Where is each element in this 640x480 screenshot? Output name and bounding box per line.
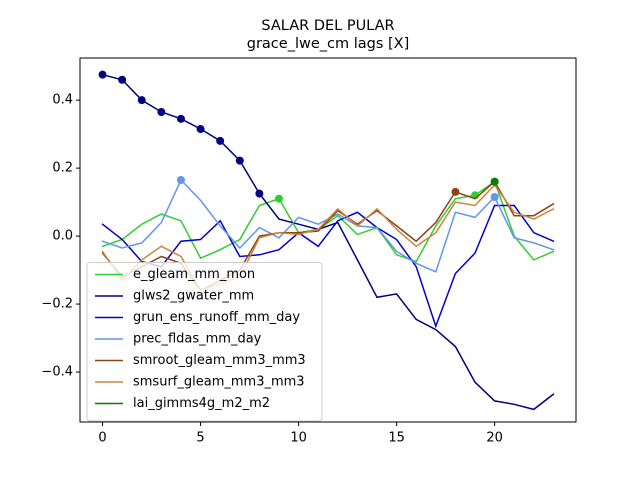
y-tick-label: 0.2 (52, 161, 73, 176)
legend-label: prec_fldas_mm_day (133, 332, 262, 347)
chart-title: SALAR DEL PULAR (261, 18, 394, 34)
series-line (101, 183, 555, 292)
x-tick-label: 0 (98, 431, 106, 446)
legend-label: glws2_gwater_mm (133, 289, 254, 304)
x-tick-label: 10 (290, 431, 307, 446)
legend-label: smsurf_gleam_mm3_mm3 (133, 375, 305, 390)
series-marker (235, 156, 244, 165)
series-marker (196, 125, 205, 134)
series-marker (451, 187, 460, 196)
legend-label: smroot_gleam_mm3_mm3 (133, 353, 306, 368)
y-tick-label: −0.2 (41, 297, 73, 312)
series-marker (157, 108, 166, 117)
series-marker (274, 194, 283, 203)
legend-label: e_gleam_mm_mon (133, 267, 255, 282)
series-marker (137, 96, 146, 105)
legend-box (86, 262, 323, 422)
y-tick-label: −0.4 (41, 365, 73, 380)
y-tick-label: 0.0 (52, 229, 73, 244)
chart-subtitle: grace_lwe_cm lags [X] (247, 36, 410, 52)
y-tick-label: 0.4 (52, 93, 73, 108)
legend-label: grun_ens_runoff_mm_day (133, 310, 300, 325)
series-marker (176, 114, 185, 123)
series-marker (255, 189, 264, 198)
series-marker (490, 177, 499, 186)
plot-frame (79, 57, 577, 423)
series-marker (118, 75, 127, 84)
x-tick-label: 20 (486, 431, 503, 446)
series-marker (176, 176, 185, 185)
legend-label: lai_gimms4g_m2_m2 (133, 396, 270, 411)
x-tick-label: 15 (388, 431, 405, 446)
series-marker (216, 136, 225, 145)
series-marker (98, 70, 107, 79)
series-marker (490, 193, 499, 202)
x-tick-label: 5 (196, 431, 204, 446)
series-line (101, 204, 555, 329)
